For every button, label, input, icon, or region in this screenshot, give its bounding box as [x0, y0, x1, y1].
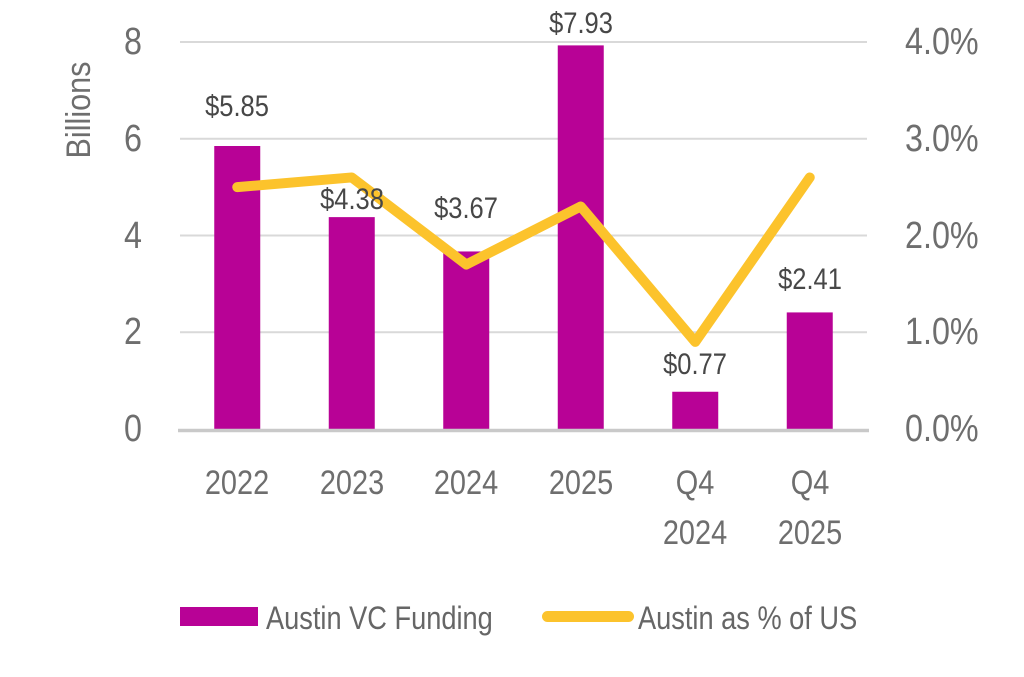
right-axis-tick-label: 1.0% [905, 311, 979, 354]
bar-2025 [557, 45, 604, 429]
legend-label-line-series: Austin as % of US [638, 600, 858, 636]
right-axis-tick-label: 0.0% [905, 408, 979, 450]
legend-label-bar-series: Austin VC Funding [266, 600, 493, 636]
bar-value-label: $7.93 [548, 7, 613, 41]
x-axis-category-label: Q4 [790, 464, 830, 502]
x-axis-category-label: 2025 [777, 514, 842, 552]
x-axis-category-label: 2022 [205, 464, 270, 502]
right-axis-tick-label: 3.0% [905, 117, 979, 160]
x-axis-category-label: 2024 [663, 514, 728, 552]
bar-2024 [443, 251, 490, 429]
x-axis-category-label: Q4 [675, 464, 715, 502]
x-axis-category-label: 2025 [548, 464, 613, 502]
legend-line-swatch [542, 611, 634, 622]
left-axis-tick-label: 4 [124, 214, 142, 257]
x-axis-category-label: 2024 [434, 464, 499, 502]
pct-of-us-line [232, 172, 815, 347]
left-axis-title: Billions [60, 61, 98, 159]
right-axis-tick-label: 2.0% [905, 214, 979, 257]
bar-2022 [214, 146, 261, 429]
right-axis-tick-label: 4.0% [905, 21, 979, 63]
bar-value-label: $5.85 [205, 90, 270, 123]
x-axis-category-label: 2023 [319, 464, 384, 502]
bar-q4-2024 [672, 391, 719, 429]
bar-value-label: $2.41 [777, 263, 842, 297]
legend-bar-swatch [180, 607, 258, 626]
left-axis-tick-label: 8 [124, 21, 142, 63]
bar-q4-2025 [786, 312, 833, 429]
left-axis-tick-label: 0 [124, 408, 142, 450]
left-axis-tick-label: 6 [124, 117, 142, 160]
bar-value-label: $4.38 [319, 183, 384, 217]
bar-value-label: $0.77 [663, 347, 728, 381]
bar-2023 [328, 217, 375, 429]
bar-value-label: $3.67 [434, 192, 499, 226]
left-axis-tick-label: 2 [124, 311, 142, 354]
